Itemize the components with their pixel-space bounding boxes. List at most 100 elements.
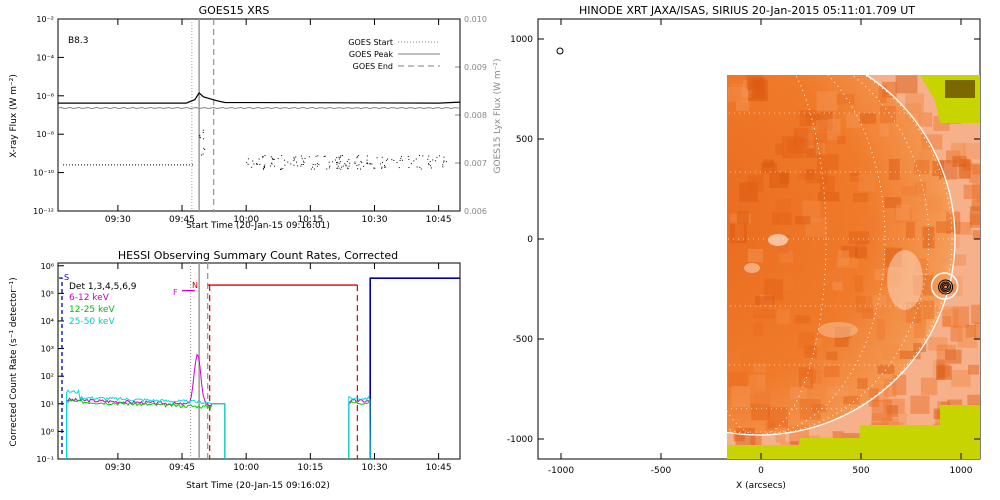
goes-x-tick-label: 09:30 <box>105 215 131 225</box>
xrt-texture-block <box>754 87 763 97</box>
xrt-texture-block <box>798 367 813 389</box>
xrt-texture-block <box>919 149 932 170</box>
goes-short-channel-point <box>340 168 342 170</box>
goes-annotation: B8.3 <box>68 36 89 46</box>
xrt-texture-block <box>816 91 838 111</box>
xrt-texture-block <box>922 300 935 320</box>
goes-title: GOES15 XRS <box>199 4 270 17</box>
goes-short-channel-point <box>338 158 340 160</box>
xrt-texture-block <box>753 309 776 320</box>
goes-short-channel-point <box>360 168 362 170</box>
xrt-texture-block <box>971 199 980 212</box>
hessi-x-tick-label: 09:30 <box>105 463 131 473</box>
goes-short-channel-point <box>396 162 398 164</box>
xrt-texture-block <box>944 349 962 364</box>
hessi-ylabel: Corrected Count Rate (s⁻¹ detector⁻¹) <box>9 277 19 446</box>
xrt-texture-block <box>935 306 955 315</box>
xrt-texture-block <box>903 192 925 213</box>
goes-short-channel-point <box>413 160 415 162</box>
goes-short-channel-point <box>356 157 358 159</box>
xrt-texture-block <box>874 269 885 281</box>
xrt-texture-block <box>806 113 820 124</box>
hessi-y-tick-label: 10³ <box>41 345 54 354</box>
goes-short-channel-point <box>269 165 271 167</box>
hessi-legend-12-25: 12-25 keV <box>69 305 115 315</box>
goes-short-channel-point <box>428 164 430 166</box>
xrt-texture-block <box>945 150 961 164</box>
hessi-series-2 <box>66 389 226 459</box>
xrt-texture-block <box>899 350 921 360</box>
goes-short-channel-point <box>199 136 201 138</box>
goes-short-channel-point <box>264 164 266 166</box>
goes-y2-tick-label: 0.006 <box>464 207 487 216</box>
goes-short-channel-point <box>262 156 264 158</box>
goes-short-channel-point <box>435 160 437 162</box>
goes-short-channel-point <box>361 162 363 164</box>
goes-y2-tick-label: 0.008 <box>464 111 487 120</box>
xrt-texture-block <box>793 132 814 146</box>
goes-short-channel-point <box>290 163 292 165</box>
goes-short-channel-point <box>442 166 444 168</box>
hessi-x-tick-label: 10:00 <box>233 463 259 473</box>
xrt-xlabel: X (arcsecs) <box>736 481 786 491</box>
xrt-texture-block <box>920 377 938 396</box>
goes-short-channel-point <box>264 166 266 168</box>
goes-short-channel-point <box>287 161 289 163</box>
xrt-x-tick-label: 0 <box>758 466 764 476</box>
goes-short-channel-point <box>202 138 204 140</box>
xrt-texture-block <box>836 258 859 269</box>
xrt-texture-block <box>739 182 758 202</box>
goes-short-channel-point <box>301 158 303 160</box>
goes-short-channel-point <box>407 156 409 158</box>
goes-short-channel-point <box>345 165 347 167</box>
goes-short-channel-point <box>295 156 297 158</box>
goes-y2-tick-label: 0.009 <box>464 63 487 72</box>
hessi-detectors: Det 1,3,4,5,6,9 <box>69 282 137 292</box>
goes-short-channel-point <box>348 165 350 167</box>
xrt-y-tick-label: 1000 <box>510 35 533 45</box>
goes-short-channel-point <box>253 163 255 165</box>
goes-short-channel-point <box>316 163 318 165</box>
goes-x-tick-label: 10:45 <box>426 215 452 225</box>
hessi-y-tick-label: 10⁰ <box>41 427 54 436</box>
xrt-texture-block <box>829 130 841 141</box>
goes-y2label: GOES15 Lyx Flux (W m⁻²) <box>493 59 503 174</box>
goes-short-channel-point <box>369 163 371 165</box>
xrt-texture-block <box>835 301 852 311</box>
xrt-texture-block <box>886 405 899 418</box>
goes-short-channel-point <box>337 161 339 163</box>
xrt-contour <box>940 281 952 293</box>
goes-short-channel-point <box>274 165 276 167</box>
xrt-texture-block <box>735 219 744 241</box>
hessi-legend-25-50: 25-50 keV <box>69 317 115 327</box>
xrt-texture-block <box>881 417 899 428</box>
xrt-texture-block <box>779 250 794 263</box>
xrt-contour <box>941 283 950 291</box>
xrt-texture-block <box>765 421 777 431</box>
goes-short-channel-point <box>264 155 266 157</box>
xrt-texture-block <box>817 192 840 202</box>
xrt-texture-block <box>936 359 945 380</box>
goes-short-channel-point <box>272 158 274 160</box>
goes-short-channel-point <box>344 163 346 165</box>
xrt-texture-block <box>763 159 774 168</box>
xrt-texture-block <box>779 172 790 184</box>
goes-short-channel-point <box>318 164 320 166</box>
goes-short-channel-point <box>283 159 285 161</box>
xrt-texture-block <box>760 294 773 306</box>
goes-short-channel-point <box>340 155 342 157</box>
goes-short-channel-point <box>303 162 305 164</box>
xrt-texture-block <box>735 100 750 112</box>
goes-short-channel-point <box>282 168 284 170</box>
goes-x-tick-label: 10:15 <box>297 215 323 225</box>
xrt-texture-block <box>753 363 767 373</box>
goes-short-channel-point <box>430 165 432 167</box>
goes-short-channel-point <box>202 129 204 131</box>
xrt-texture <box>727 75 980 459</box>
xrt-longitude-line <box>727 75 827 436</box>
xrt-texture-block <box>804 169 814 181</box>
xrt-texture-block <box>937 364 950 378</box>
goes-short-channel-point <box>443 161 445 163</box>
hessi-y-tick-label: 10⁶ <box>41 262 54 271</box>
xrt-texture-block <box>957 159 971 179</box>
